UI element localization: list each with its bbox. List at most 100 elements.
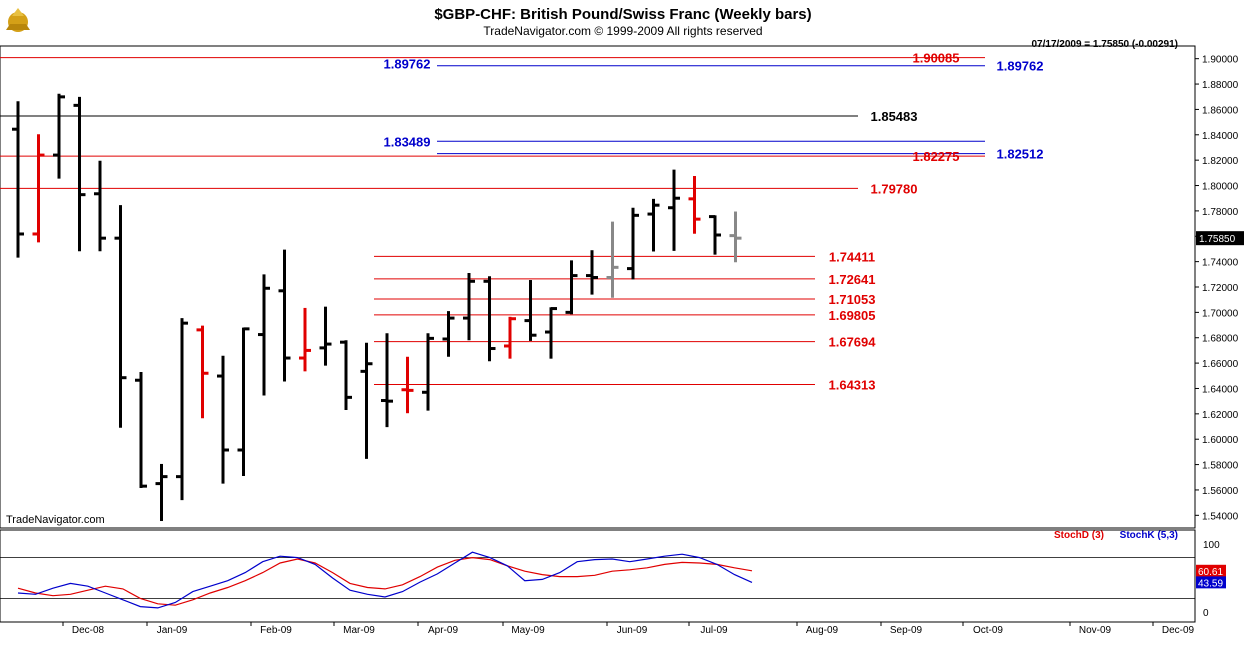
date-tick-label: Oct-09: [973, 625, 1003, 636]
date-tick-label: Aug-09: [806, 625, 839, 636]
price-tick-label: 1.90000: [1202, 55, 1239, 66]
ohlc-bar: [606, 221, 619, 298]
ohlc-bar: [114, 205, 127, 428]
stochd-legend: StochD (3): [1054, 530, 1104, 541]
ohlc-bar: [401, 356, 414, 414]
price-tick-label: 1.86000: [1202, 105, 1239, 116]
price-level: 1.64313: [374, 378, 876, 393]
price-level: 1.82275: [0, 149, 985, 164]
ohlc-bar: [565, 260, 578, 315]
price-level: 1.82512: [437, 147, 1044, 162]
price-tick-label: 1.62000: [1202, 410, 1239, 421]
price-tick-label: 1.74000: [1202, 258, 1239, 269]
ohlc-bar: [688, 176, 701, 234]
price-tick-label: 1.64000: [1202, 384, 1239, 395]
ohlc-bar: [360, 342, 373, 459]
price-level: 1.89762: [384, 57, 431, 72]
ohlc-bar: [463, 273, 475, 341]
stochastics-series-line: [17, 556, 753, 606]
date-tick-label: Jul-09: [700, 625, 728, 636]
ohlc-bar: [319, 306, 332, 366]
ohlc-bar: [442, 311, 455, 357]
price-tick-label: 1.54000: [1202, 511, 1239, 522]
ohlc-bar: [340, 340, 352, 411]
price-tick-label: 1.70000: [1202, 308, 1239, 319]
date-tick-label: Nov-09: [1079, 625, 1112, 636]
stochastics-last-value-label: 60.61: [1198, 567, 1223, 578]
date-tick-label: Feb-09: [260, 625, 292, 636]
price-level-label: 1.89762: [997, 59, 1044, 74]
stochastics-tick-label: 100: [1203, 540, 1220, 551]
ohlc-bar: [524, 280, 537, 341]
ohlc-bar: [32, 134, 45, 243]
price-levels: 1.90085 1.89762 1.89762 1.85483 1.83489 1.825…: [0, 51, 1044, 393]
price-level-label: 1.71053: [829, 292, 876, 307]
price-level-label: 1.82512: [997, 147, 1044, 162]
price-level-label: 1.79780: [871, 181, 918, 196]
price-level-label: 1.74411: [829, 249, 875, 264]
date-tick-label: Dec-09: [1162, 625, 1195, 636]
date-tick-label: Apr-09: [428, 625, 458, 636]
stochastics-last-value-box: [1196, 564, 1226, 577]
price-level: 1.83489: [384, 134, 985, 149]
date-tick-label: Mar-09: [343, 625, 375, 636]
ohlc-bars: [12, 93, 742, 522]
price-tick-label: 1.60000: [1202, 435, 1239, 446]
price-level: 1.71053: [374, 292, 876, 307]
price-level-label: 1.82275: [913, 149, 960, 164]
price-tick-label: 1.88000: [1202, 80, 1239, 91]
price-tick-label: 1.68000: [1202, 334, 1239, 345]
ohlc-bar: [504, 316, 516, 359]
ohlc-bar: [258, 274, 270, 396]
ohlc-bar: [176, 318, 188, 501]
price-level-label: 1.83489: [384, 134, 431, 149]
ohlc-bar: [73, 96, 86, 252]
date-tick-label: May-09: [511, 625, 545, 636]
stochastics-tick-label: 0: [1203, 608, 1209, 619]
ohlc-bar: [12, 101, 24, 258]
ohlc-bar: [94, 160, 106, 252]
price-level-label: 1.69805: [829, 308, 876, 323]
price-tick-label: 1.84000: [1202, 131, 1239, 142]
ohlc-bar: [217, 355, 229, 484]
date-tick-label: Jun-09: [617, 625, 648, 636]
last-price-label: 1.75850: [1199, 234, 1236, 245]
price-tick-label: 1.78000: [1202, 207, 1239, 218]
ohlc-bar: [53, 93, 65, 179]
last-price-box: [1196, 231, 1244, 246]
ohlc-bar: [627, 207, 639, 280]
watermark-text: TradeNavigator.com: [6, 514, 105, 526]
date-x-axis: Dec-08 Jan-09 Feb-09 Mar-09 Apr-09 May-09 Jun-…: [62, 622, 1195, 636]
ohlc-bar: [278, 249, 291, 382]
price-level-label: 1.72641: [829, 272, 876, 287]
price-level: 1.89762: [437, 59, 1044, 74]
date-tick-label: Sep-09: [890, 625, 923, 636]
price-level-label: 1.90085: [913, 51, 960, 66]
ohlc-bar: [155, 463, 168, 522]
stochastics-series-line: [17, 551, 753, 609]
price-level: 1.90085: [0, 51, 985, 66]
ohlc-bar: [196, 325, 209, 419]
price-tick-label: 1.58000: [1202, 461, 1239, 472]
ohlc-bar: [135, 371, 147, 489]
stochastics-panel: 0 100: [0, 529, 1220, 623]
chart-title: $GBP-CHF: British Pound/Swiss Franc (Wee…: [434, 6, 811, 23]
price-tick-label: 1.82000: [1202, 156, 1239, 167]
date-tick-label: Jan-09: [157, 625, 188, 636]
ohlc-bar: [729, 211, 742, 263]
ohlc-bar: [668, 169, 680, 251]
price-level-label: 1.89762: [384, 57, 431, 72]
ohlc-bar: [381, 333, 393, 428]
stochastics-last-value-box: [1196, 576, 1226, 589]
price-tick-label: 1.56000: [1202, 486, 1239, 497]
price-level: 1.85483: [0, 109, 918, 124]
stochastics-panel-border: [0, 529, 1196, 623]
stochk-legend: StochK (5,3): [1120, 530, 1178, 541]
stochastics-last-value-label: 43.59: [1198, 578, 1223, 589]
price-level: 1.74411: [374, 249, 875, 264]
ohlc-bar: [647, 198, 660, 252]
ohlc-bar: [709, 215, 721, 255]
